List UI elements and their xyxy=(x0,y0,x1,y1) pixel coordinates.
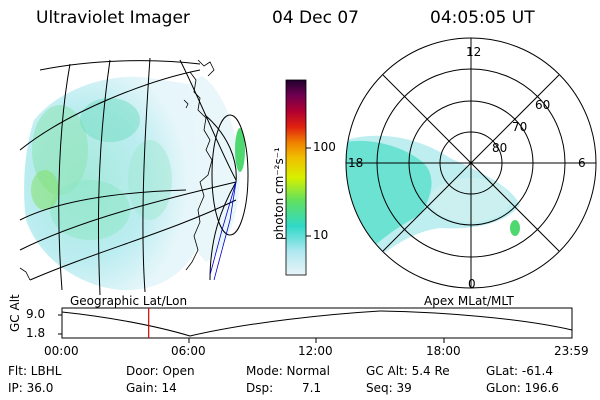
altitude-ytick-high: 9.0 xyxy=(26,307,46,321)
mlt-label-0: 0 xyxy=(468,277,476,291)
mlat-label-80: 80 xyxy=(492,141,508,155)
glon-info: GLon: 196.6 xyxy=(486,381,559,395)
terminator-lines xyxy=(209,181,237,281)
altitude-xtick-0000: 00:00 xyxy=(44,344,79,358)
dayside-arc xyxy=(235,128,245,172)
colorbar-tick-100: 100 xyxy=(313,140,336,154)
polar-plot xyxy=(345,37,597,289)
glat-info: GLat: -61.4 xyxy=(486,364,553,378)
altitude-ylabel: GC Alt xyxy=(8,294,22,332)
colorbar xyxy=(285,79,311,276)
earth-image xyxy=(19,57,249,296)
altitude-xtick-0600: 06:00 xyxy=(171,344,206,358)
mlt-label-6: 6 xyxy=(578,156,586,170)
dsp-value: 7.1 xyxy=(302,381,322,395)
instrument-title: Ultraviolet Imager xyxy=(36,8,190,28)
date-label: 04 Dec 07 xyxy=(272,8,359,28)
seq-info: Seq: 39 xyxy=(366,381,412,395)
gc-alt-info: GC Alt: 5.4 Re xyxy=(366,364,450,378)
ip-info: IP: 36.0 xyxy=(8,381,54,395)
altitude-ytick-low: 1.8 xyxy=(26,326,46,340)
colorbar-unit-label: photon cm⁻²s⁻¹ xyxy=(272,147,286,240)
right-panel-caption: Apex MLat/MLT xyxy=(424,294,514,308)
time-label: 04:05:05 UT xyxy=(430,8,535,28)
coastlines xyxy=(19,59,215,281)
mlat-label-70: 70 xyxy=(512,120,528,134)
mlt-label-12: 12 xyxy=(466,45,482,59)
mode-info: Mode: Normal xyxy=(246,364,330,378)
altitude-xtick-1200: 12:00 xyxy=(298,344,333,358)
gain-info: Gain: 14 xyxy=(126,381,177,395)
mlat-label-60: 60 xyxy=(535,98,551,112)
mlt-label-18: 18 xyxy=(348,156,364,170)
lat-lon-grid xyxy=(19,57,249,296)
altitude-xtick-2359: 23:59 xyxy=(554,344,589,358)
dsp-label: Dsp: xyxy=(246,381,274,395)
colorbar-tick-10: 10 xyxy=(313,228,329,242)
door-info: Door: Open xyxy=(126,364,195,378)
altitude-xtick-1800: 18:00 xyxy=(426,344,461,358)
left-panel-caption: Geographic Lat/Lon xyxy=(70,294,188,308)
altitude-plot xyxy=(58,307,573,343)
flt-info: Flt: LBHL xyxy=(8,364,62,378)
